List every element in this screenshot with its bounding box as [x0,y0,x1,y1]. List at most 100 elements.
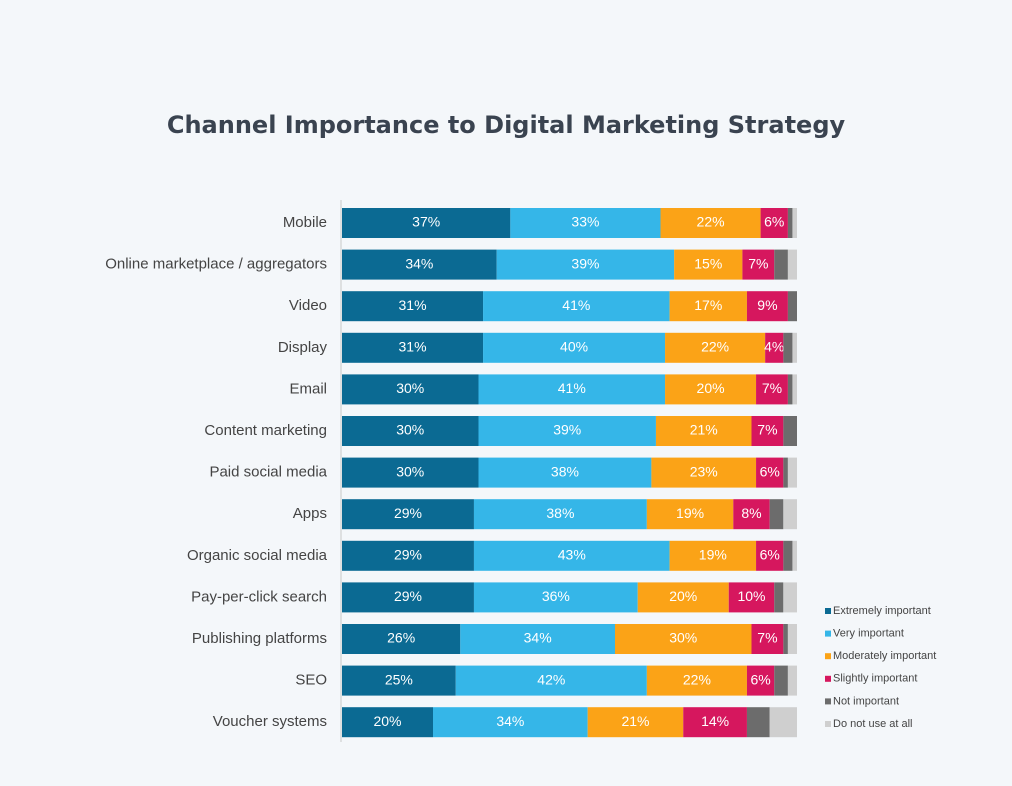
y-tick-label: Email [289,380,327,397]
data-label: 34% [524,630,552,646]
bar-segment [783,332,793,363]
bar-segment [787,665,797,696]
bar-segment [342,582,474,613]
bar-segment [342,707,433,738]
bar-segment [342,332,484,363]
legend-swatch [825,653,831,660]
data-label: 31% [399,297,427,313]
y-tick-label: Publishing platforms [192,630,327,647]
data-label: 23% [690,463,718,479]
legend-label: Do not use at all [833,718,913,730]
data-label: 34% [405,255,433,271]
bar-segment [774,582,784,613]
data-label: 15% [694,255,722,271]
data-label: 7% [748,255,768,271]
bar-segment [478,457,652,488]
bar-segment [660,208,761,238]
bar-segment [746,665,775,696]
y-tick-label: Organic social media [187,547,328,564]
y-tick-label: Pay-per-click search [191,588,327,605]
data-label: 20% [373,713,401,729]
bar-segment [669,291,747,322]
bar-segment [792,540,797,571]
bar-segment [787,291,797,322]
bar-segment [510,208,661,238]
bar-segment [483,332,666,363]
data-label: 26% [387,630,415,646]
data-label: 21% [621,713,649,729]
bar-segment [746,707,770,738]
bar-segment [637,582,729,613]
data-label: 29% [394,505,422,521]
bar-segment [792,208,797,238]
data-label: 6% [760,463,780,479]
bar-segment [483,291,670,322]
bar-segment [651,457,757,488]
data-label: 31% [399,339,427,355]
data-label: 10% [737,588,765,604]
bar-segment [774,665,788,696]
data-label: 36% [542,588,570,604]
data-label: 4% [764,339,784,355]
bar-segment [774,249,788,280]
bar-segment [783,624,788,654]
data-label: 29% [394,588,422,604]
data-label: 41% [562,297,590,313]
y-tick-label: Display [278,339,328,356]
bar-segment [665,332,766,363]
data-label: 38% [546,505,574,521]
bar-segment [783,540,793,571]
bar-segment [473,499,647,530]
bar-segment [478,374,666,405]
legend-swatch [825,630,831,637]
data-label: 21% [690,422,718,438]
legend-label: Slightly important [833,673,917,685]
y-tick-label: Voucher systems [213,713,327,730]
bar-segment [615,624,752,654]
bar-segment [683,707,747,738]
data-label: 20% [669,588,697,604]
data-label: 6% [750,671,770,687]
data-label: 8% [741,505,761,521]
data-label: 17% [694,297,722,313]
y-tick-label: Content marketing [204,422,327,439]
bar-segment [783,416,797,446]
data-label: 22% [683,671,711,687]
bar-segment [792,332,797,363]
bar-segment [342,624,461,654]
data-label: 19% [676,505,704,521]
y-tick-label: Apps [293,505,327,522]
bar-segment [751,416,784,446]
legend-label: Moderately important [833,650,936,662]
bar-segment [769,707,797,738]
legend-swatch [825,608,831,614]
bar-segment [787,624,797,654]
y-tick-label: Paid social media [209,464,327,481]
bar-segment [783,457,788,488]
data-label: 30% [669,630,697,646]
bar-segment [342,374,479,405]
bar-segment [765,332,784,363]
bar-segment [342,499,474,530]
bar-segment [751,624,784,654]
bar-segment [792,374,797,405]
bar-segment [342,291,484,322]
bar-segment [728,582,775,613]
data-label: 42% [537,671,565,687]
legend-label: Not important [833,695,899,707]
bar-segment [787,457,797,488]
y-tick-label: Mobile [283,214,327,231]
legend-swatch [825,721,831,727]
bar-segment [473,540,670,571]
bar-segment [342,208,511,238]
data-label: 39% [553,422,581,438]
legend-swatch [825,675,831,682]
bar-segment [342,665,456,696]
bar-segment [655,416,752,446]
bar-segment [783,582,797,613]
bar-segment [646,665,747,696]
data-label: 22% [701,339,729,355]
bar-segment [473,582,638,613]
